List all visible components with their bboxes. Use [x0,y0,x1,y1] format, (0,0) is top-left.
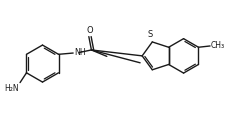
Text: H₂N: H₂N [4,84,19,93]
Text: NH: NH [74,48,86,57]
Text: CH₃: CH₃ [211,41,225,51]
Text: O: O [86,25,93,35]
Text: S: S [148,30,153,39]
